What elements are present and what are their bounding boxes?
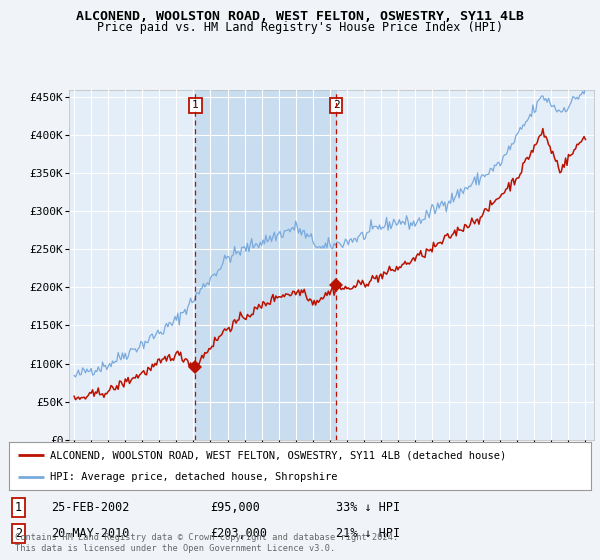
Text: 2: 2 xyxy=(15,526,22,540)
Text: £95,000: £95,000 xyxy=(210,501,260,515)
Text: ALCONEND, WOOLSTON ROAD, WEST FELTON, OSWESTRY, SY11 4LB (detached house): ALCONEND, WOOLSTON ROAD, WEST FELTON, OS… xyxy=(50,450,506,460)
Text: ALCONEND, WOOLSTON ROAD, WEST FELTON, OSWESTRY, SY11 4LB: ALCONEND, WOOLSTON ROAD, WEST FELTON, OS… xyxy=(76,10,524,23)
Text: 1: 1 xyxy=(15,501,22,515)
Text: 2: 2 xyxy=(333,100,340,110)
Text: Price paid vs. HM Land Registry's House Price Index (HPI): Price paid vs. HM Land Registry's House … xyxy=(97,21,503,34)
Text: 1: 1 xyxy=(192,100,199,110)
Text: 21% ↓ HPI: 21% ↓ HPI xyxy=(336,526,400,540)
Bar xyxy=(196,90,336,440)
Text: HPI: Average price, detached house, Shropshire: HPI: Average price, detached house, Shro… xyxy=(50,472,337,482)
Text: 20-MAY-2010: 20-MAY-2010 xyxy=(51,526,130,540)
Text: £203,000: £203,000 xyxy=(210,526,267,540)
Text: 25-FEB-2002: 25-FEB-2002 xyxy=(51,501,130,515)
Text: Contains HM Land Registry data © Crown copyright and database right 2024.
This d: Contains HM Land Registry data © Crown c… xyxy=(15,533,398,553)
Text: 33% ↓ HPI: 33% ↓ HPI xyxy=(336,501,400,515)
